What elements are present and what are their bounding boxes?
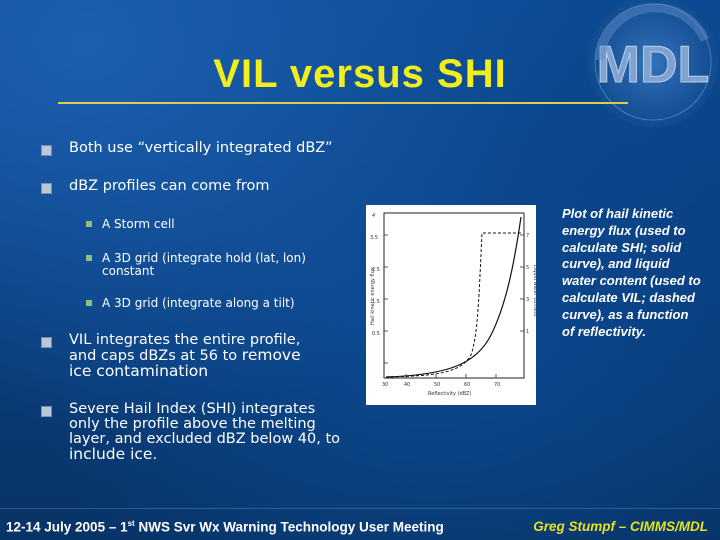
bullet-shi: Severe Hail Index (SHI) integrates only …: [40, 401, 341, 463]
footer-author: Greg Stumpf – CIMMS/MDL: [533, 519, 708, 534]
footer-meeting-text-2: NWS Svr Wx Warning Technology User Meeti…: [134, 519, 444, 535]
bullet-line: and caps dBZs at 56 to remove: [69, 346, 301, 364]
svg-text:2.5: 2.5: [372, 267, 380, 273]
svg-text:1: 1: [526, 329, 529, 335]
svg-text:60: 60: [464, 382, 470, 388]
svg-text:70: 70: [494, 382, 500, 388]
svg-text:Hail kinetic energy flux: Hail kinetic energy flux: [370, 267, 376, 325]
bullet-emphasis-line: ice contamination: [69, 362, 209, 380]
svg-text:Liquid water content: Liquid water content: [532, 265, 536, 317]
svg-text:5: 5: [526, 265, 529, 271]
bullet-text: Both use “vertically integrated dBZ”: [69, 140, 333, 156]
svg-text:MDL: MDL: [597, 36, 710, 94]
title-underline: [58, 102, 628, 104]
svg-text:0.5: 0.5: [372, 331, 380, 337]
subbullet-3d-grid-tilt: A 3D grid (integrate along a tilt): [86, 296, 295, 310]
svg-text:30: 30: [382, 382, 388, 388]
bullet-line: Severe Hail Index (SHI) integrates: [69, 401, 316, 417]
svg-text:40: 40: [404, 382, 410, 388]
svg-text:3.5: 3.5: [370, 235, 378, 241]
bullet-vil: VIL integrates the entire profile, and c…: [41, 332, 301, 380]
bullet-line: include ice.: [69, 445, 340, 463]
plot-figure: 4 3.5 2.5 1.5 0.5 7 5 3 1 30 40 50 60 70 Reflecti…: [370, 212, 538, 397]
subbullet-line: A 3D grid (integrate hold (lat, lon): [102, 251, 306, 265]
slide-title: VIL versus SHI: [213, 52, 507, 96]
bullet-emphasis: include ice: [69, 445, 153, 463]
footer-superscript: st: [127, 519, 135, 528]
subbullet-storm-cell: A Storm cell: [86, 217, 175, 231]
svg-text:4: 4: [372, 213, 375, 219]
subbullet-text: A 3D grid (integrate along a tilt): [102, 296, 295, 310]
bullet-dbz-profiles: dBZ profiles can come from: [41, 178, 270, 194]
bullet-line-part: .: [152, 447, 158, 463]
bullet-line: only the profile above the melting: [69, 416, 316, 432]
bullet-both-use: Both use “vertically integrated dBZ”: [41, 140, 333, 156]
plot-caption: Plot of hail kinetic energy flux (used t…: [562, 206, 701, 339]
bullet-text: dBZ profiles can come from: [69, 178, 270, 194]
bullet-line-part: and caps dBZs at 56 to: [69, 348, 242, 364]
mdl-logo: MDL: [587, 0, 719, 128]
plot-image: 4 3.5 2.5 1.5 0.5 7 5 3 1 30 40 50 60 70 Reflecti…: [366, 205, 538, 405]
svg-text:3: 3: [526, 297, 529, 303]
bullet-line: layer, and excluded dBZ below 40, to: [69, 431, 341, 447]
subbullet-3d-grid-hold: A 3D grid (integrate hold (lat, lon) con…: [86, 251, 306, 278]
svg-text:1.5: 1.5: [372, 299, 380, 305]
svg-text:7: 7: [526, 233, 529, 239]
svg-text:Reflectivity (dBZ): Reflectivity (dBZ): [428, 391, 471, 397]
footer-meeting: 12-14 July 2005 – 1st NWS Svr Wx Warning…: [6, 519, 444, 535]
subbullet-line: constant: [102, 263, 155, 278]
bullet-emphasis: remove: [241, 346, 301, 364]
bullet-line: VIL integrates the entire profile,: [69, 332, 301, 348]
footer-divider: [0, 508, 720, 509]
footer-meeting-text: 12-14 July 2005 – 1: [6, 519, 128, 535]
subbullet-text: A Storm cell: [102, 217, 175, 231]
svg-text:50: 50: [434, 382, 440, 388]
